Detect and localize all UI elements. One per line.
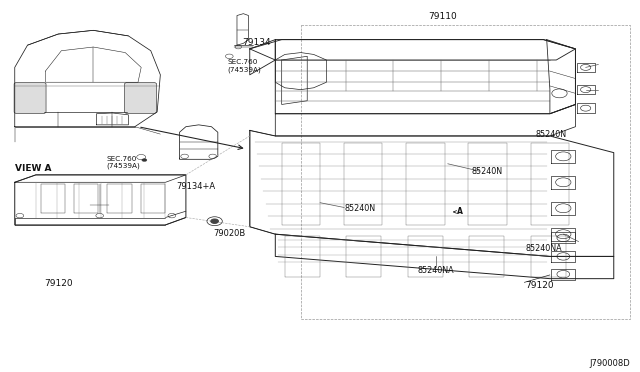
FancyBboxPatch shape: [125, 83, 157, 113]
Text: 85240NA: 85240NA: [525, 244, 563, 253]
FancyBboxPatch shape: [14, 83, 46, 113]
Text: 79110: 79110: [429, 12, 458, 21]
Text: 79134+A: 79134+A: [176, 182, 216, 191]
Text: 79020B: 79020B: [213, 229, 246, 238]
Text: 85240NA: 85240NA: [418, 266, 454, 275]
Text: 85240N: 85240N: [472, 167, 503, 176]
Text: 79134: 79134: [242, 38, 271, 47]
Circle shape: [142, 158, 147, 161]
Text: SEC.760
(74539A): SEC.760 (74539A): [106, 155, 140, 169]
Circle shape: [211, 219, 218, 224]
Text: SEC.760
(74539A): SEC.760 (74539A): [227, 59, 261, 73]
Text: VIEW A: VIEW A: [15, 164, 51, 173]
Text: J790008D: J790008D: [589, 359, 630, 368]
Text: 79120: 79120: [525, 281, 554, 290]
Text: 85240N: 85240N: [536, 130, 567, 140]
Text: 85240N: 85240N: [344, 204, 376, 213]
Text: A: A: [458, 208, 463, 217]
Text: 79120: 79120: [44, 279, 73, 288]
